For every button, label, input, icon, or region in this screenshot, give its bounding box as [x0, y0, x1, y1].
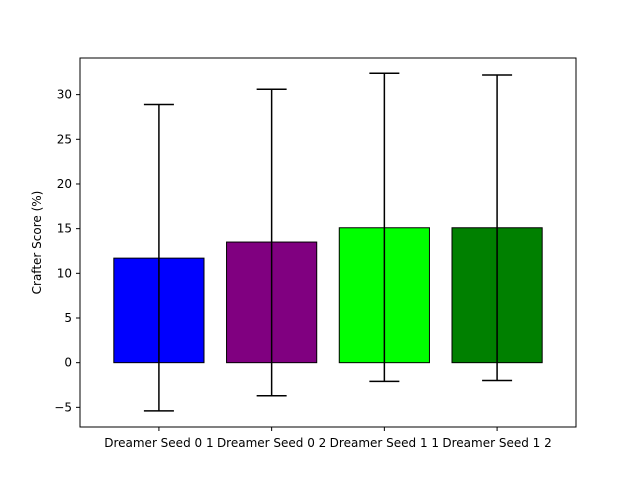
x-tick-label-4: Dreamer Seed 1 2 — [442, 436, 551, 450]
axes-frame — [79, 57, 577, 428]
y-tick-label-5: 15 — [57, 222, 72, 236]
y-tick-label-7: 25 — [57, 132, 72, 146]
y-axis-ticks: −5 0 5 10 15 20 25 30 — [54, 88, 80, 414]
error-bars-layer — [143, 72, 513, 412]
y-tick-label-8: 30 — [57, 88, 72, 102]
x-tick-label-2: Dreamer Seed 0 2 — [217, 436, 326, 450]
y-tick-label-4: 10 — [57, 266, 72, 280]
y-tick-label-2: 0 — [64, 356, 72, 370]
x-tick-label-3: Dreamer Seed 1 1 — [330, 436, 439, 450]
y-tick-label-1: −5 — [54, 400, 72, 414]
y-axis-label: Crafter Score (%) — [30, 191, 44, 295]
x-axis-ticks: Dreamer Seed 0 1 Dreamer Seed 0 2 Dreamer … — [104, 427, 552, 450]
y-tick-label-6: 20 — [57, 177, 72, 191]
y-tick-label-3: 5 — [64, 311, 72, 325]
x-tick-label-1: Dreamer Seed 0 1 — [104, 436, 213, 450]
bars-layer — [113, 227, 543, 364]
